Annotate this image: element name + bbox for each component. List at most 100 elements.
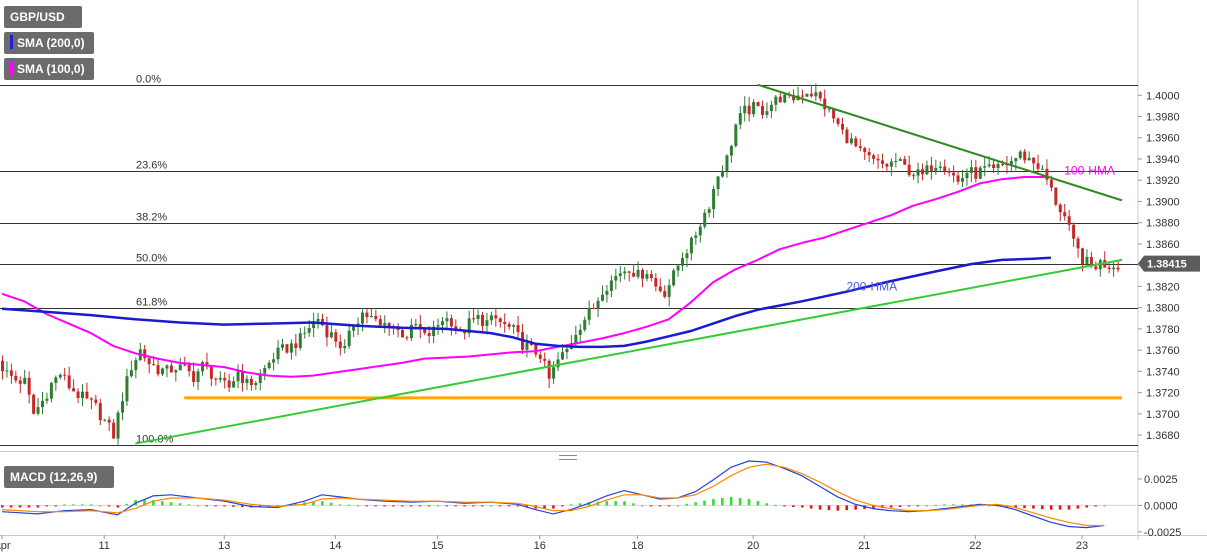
candle-bull xyxy=(121,401,124,413)
macd-hist-bar-pos xyxy=(934,504,937,506)
macd-hist-bar-neg xyxy=(116,505,120,508)
candle-bear xyxy=(929,165,933,171)
macd-hist-bar-neg xyxy=(374,505,377,507)
time-tick-label: 22 xyxy=(969,540,981,552)
macd-hist-bar-neg xyxy=(854,505,857,510)
candle-bull xyxy=(1009,161,1013,165)
macd-hist-bar-pos xyxy=(747,499,751,506)
candle-bull xyxy=(218,377,222,380)
current-price-tag xyxy=(1138,255,1200,272)
legend-sma-100-swatch xyxy=(10,61,13,75)
candle-bull xyxy=(165,365,169,369)
macd-hist-bar-neg xyxy=(401,505,404,507)
candle-bull xyxy=(409,324,413,339)
candle-bull xyxy=(729,145,733,156)
candle-bull xyxy=(58,374,62,378)
macd-hist-bar-neg xyxy=(454,505,457,507)
macd-hist-bar-neg xyxy=(365,505,369,507)
macd-hist-bar-pos xyxy=(81,504,84,506)
candle-bull xyxy=(805,93,809,97)
macd-hist-bar-neg xyxy=(1041,505,1044,510)
candle-bear xyxy=(365,312,369,318)
candle-bull xyxy=(965,172,969,179)
trendline-support xyxy=(135,258,1123,445)
candle-bear xyxy=(503,321,507,324)
candle-bull xyxy=(347,330,351,347)
fib-level-label: 38.2% xyxy=(136,212,167,224)
candle-bear xyxy=(405,337,409,339)
macd-hist-bar-neg xyxy=(45,505,49,507)
macd-hist-bar-pos xyxy=(987,505,991,507)
macd-hist-bar-pos xyxy=(605,501,609,506)
candle-bull xyxy=(698,226,702,236)
candle-bull xyxy=(689,237,693,254)
candle-bear xyxy=(183,364,187,366)
macd-hist-bar-pos xyxy=(178,503,182,506)
hma-100-line xyxy=(1,176,1047,378)
candle-bear xyxy=(387,323,391,328)
candle-bull xyxy=(352,326,356,331)
macd-hist-bar-pos xyxy=(329,502,333,506)
candle-bull xyxy=(485,320,489,326)
legend-sma-100: SMA (100,0) xyxy=(4,58,94,80)
candle-bull xyxy=(369,315,373,318)
candle-bull xyxy=(707,209,711,213)
macd-hist-bar-neg xyxy=(18,505,22,508)
candle-bear xyxy=(921,169,924,175)
candle-bull xyxy=(1027,157,1031,161)
macd-hist-bar-neg xyxy=(27,505,31,508)
macd-hist-bar-neg xyxy=(836,505,840,511)
candle-bull xyxy=(5,370,9,372)
candle-bull xyxy=(765,111,769,115)
candle-bull xyxy=(645,274,649,279)
candle-bear xyxy=(658,286,662,292)
macd-hist-bar-pos xyxy=(694,502,697,506)
candle-bear xyxy=(423,329,427,334)
macd-tick-label: -0.0025 xyxy=(1144,527,1181,539)
candle-bear xyxy=(294,343,298,349)
symbol-label: GBP/USD xyxy=(4,6,82,28)
legend-sma-100-label: SMA (100,0) xyxy=(17,62,85,76)
macd-hist-bar-neg xyxy=(907,505,911,507)
candle-bull xyxy=(605,290,609,295)
price-tick-label: 1.3940 xyxy=(1146,154,1180,166)
macd-hist-bar-pos xyxy=(436,505,440,507)
candle-bear xyxy=(156,365,160,375)
candle-bear xyxy=(205,362,209,367)
macd-hist-bar-pos xyxy=(721,498,724,506)
candle-bull xyxy=(983,166,987,168)
candle-bear xyxy=(1032,157,1036,164)
candle-bear xyxy=(1058,204,1062,213)
candle-bear xyxy=(534,344,538,355)
macd-hist-bar-pos xyxy=(756,501,760,506)
candle-bull xyxy=(432,326,436,337)
candle-bull xyxy=(987,164,991,167)
time-tick-label: Apr xyxy=(0,540,11,552)
symbol-label-text: GBP/USD xyxy=(10,10,65,24)
candle-bear xyxy=(507,323,511,327)
candle-bear xyxy=(854,138,858,147)
fib-level-label: 61.8% xyxy=(136,297,167,309)
candle-bear xyxy=(538,354,542,359)
price-tick-label: 1.3900 xyxy=(1146,196,1180,208)
candle-bear xyxy=(147,358,151,365)
macd-line xyxy=(1,460,1105,529)
candle-bull xyxy=(667,285,671,297)
candle-bull xyxy=(898,159,902,161)
candle-bear xyxy=(14,375,18,381)
candle-bear xyxy=(881,160,884,164)
candle-bull xyxy=(721,171,724,177)
macd-hist-bar-neg xyxy=(36,505,40,508)
candle-bear xyxy=(63,374,67,376)
candle-bear xyxy=(454,326,458,330)
macd-hist-bar-neg xyxy=(507,505,511,507)
candle-bear xyxy=(241,371,244,384)
time-tick-label: 18 xyxy=(631,540,643,552)
candle-bull xyxy=(512,325,516,327)
candle-bear xyxy=(663,291,667,297)
candle-bear xyxy=(338,341,342,349)
candle-bear xyxy=(249,378,253,386)
pane-resize-handle[interactable] xyxy=(559,455,577,460)
macd-hist-bar-neg xyxy=(241,505,244,508)
